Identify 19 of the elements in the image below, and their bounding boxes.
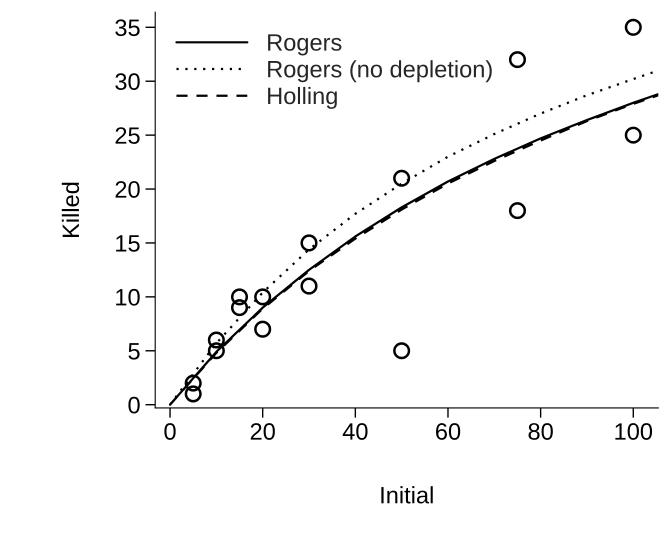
x-tick-label: 0 — [164, 423, 176, 440]
y-tick-label: 20 — [116, 181, 140, 198]
legend-label: Holling — [268, 86, 337, 109]
legend-label: Rogers (no depletion) — [268, 60, 492, 82]
x-tick-label: 40 — [342, 423, 368, 440]
x-tick-label: 100 — [615, 423, 652, 440]
y-tick-label: 35 — [115, 19, 140, 36]
y-tick-label: 5 — [128, 343, 140, 360]
y-tick-label: 30 — [115, 73, 140, 90]
y-tick-label: 10 — [116, 288, 140, 306]
y-tick-label: 15 — [116, 235, 140, 252]
legend-label: Rogers — [268, 34, 342, 56]
y-tick-label: 0 — [128, 396, 140, 414]
x-tick-label: 60 — [436, 423, 460, 440]
y-tick-label: 25 — [116, 127, 140, 144]
y-axis-title: Killed — [62, 182, 80, 238]
x-tick-label: 20 — [250, 423, 275, 440]
x-axis-title: Initial — [381, 486, 433, 504]
x-tick-label: 80 — [528, 423, 553, 440]
